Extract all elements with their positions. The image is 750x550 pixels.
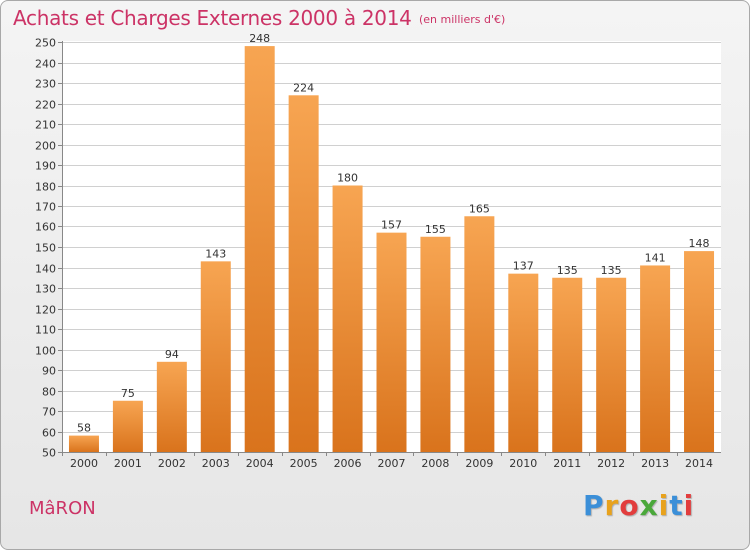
data-label: 143 xyxy=(205,247,226,260)
y-tick-label: 160 xyxy=(35,221,56,234)
x-tick-label: 2003 xyxy=(202,457,230,470)
bar xyxy=(508,273,539,452)
data-label: 224 xyxy=(293,81,314,94)
x-tick-label: 2013 xyxy=(641,457,669,470)
x-tick-label: 2008 xyxy=(421,457,449,470)
proxiti-logo[interactable]: Proxiti xyxy=(583,489,694,522)
bars: 58 75 94 143 248 224 180 157 155 165 137 135 135 141 1… xyxy=(68,32,715,453)
data-label: 157 xyxy=(381,219,402,232)
x-tick-label: 2004 xyxy=(246,457,274,470)
bar xyxy=(332,185,363,452)
x-tick-label: 2007 xyxy=(378,457,406,470)
data-label: 248 xyxy=(249,32,270,45)
x-tick-label: 2005 xyxy=(290,457,318,470)
y-tick-label: 130 xyxy=(35,283,56,296)
logo-letter: o xyxy=(619,489,640,522)
data-label: 141 xyxy=(645,251,666,264)
x-axis: 2000 2001 2002 2003 2004 2005 2006 2007 2008 2009… xyxy=(62,452,721,470)
y-tick-label: 210 xyxy=(35,119,56,132)
data-label: 135 xyxy=(601,264,622,277)
logo-letter: i xyxy=(683,489,695,522)
y-tick-label: 70 xyxy=(42,406,56,419)
data-label: 148 xyxy=(689,237,710,250)
chart-unit: (en milliers d'€) xyxy=(419,13,506,26)
x-tick-label: 2012 xyxy=(597,457,625,470)
x-tick-label: 2011 xyxy=(553,457,581,470)
bar xyxy=(244,46,275,452)
bar xyxy=(288,95,319,453)
bar xyxy=(68,435,99,452)
chart-title: Achats et Charges Externes 2000 à 2014 xyxy=(13,6,412,30)
x-tick-label: 2010 xyxy=(509,457,537,470)
y-tick-label: 190 xyxy=(35,160,56,173)
y-tick-label: 150 xyxy=(35,242,56,255)
y-tick-label: 90 xyxy=(42,365,56,378)
data-label: 180 xyxy=(337,172,358,185)
bar xyxy=(112,400,143,452)
y-tick-label: 230 xyxy=(35,78,56,91)
y-tick-label: 60 xyxy=(42,427,56,440)
x-tick-label: 2009 xyxy=(465,457,493,470)
logo-letter: x xyxy=(639,489,659,522)
x-tick-label: 2002 xyxy=(158,457,186,470)
bar xyxy=(376,232,407,452)
y-tick-label: 100 xyxy=(35,345,56,358)
bar xyxy=(156,361,187,452)
y-axis: 50 60 70 80 90 100 110 120 130 140 150 160 170 180 190… xyxy=(35,37,63,460)
y-tick-label: 120 xyxy=(35,304,56,317)
data-label: 75 xyxy=(121,387,135,400)
data-label: 58 xyxy=(77,422,91,435)
x-tick-label: 2006 xyxy=(334,457,362,470)
bar xyxy=(684,251,715,452)
logo-letter: r xyxy=(604,489,620,522)
data-label: 94 xyxy=(165,348,179,361)
x-tick-label: 2000 xyxy=(70,457,98,470)
data-label: 165 xyxy=(469,202,490,215)
bar xyxy=(552,277,583,452)
x-tick-label: 2014 xyxy=(685,457,713,470)
y-tick-label: 140 xyxy=(35,263,56,276)
data-label: 135 xyxy=(557,264,578,277)
y-tick-label: 180 xyxy=(35,181,56,194)
x-tick-label: 2001 xyxy=(114,457,142,470)
logo-letter: P xyxy=(583,489,605,522)
bar xyxy=(596,277,627,452)
logo-letter: t xyxy=(669,489,684,522)
logo-letter: i xyxy=(658,489,670,522)
y-tick-label: 110 xyxy=(35,324,56,337)
bar xyxy=(464,216,495,452)
y-tick-label: 250 xyxy=(35,37,56,50)
y-tick-label: 50 xyxy=(42,447,56,460)
y-tick-label: 240 xyxy=(35,58,56,71)
y-tick-label: 200 xyxy=(35,140,56,153)
bar xyxy=(420,236,451,452)
y-tick-label: 170 xyxy=(35,201,56,214)
commune-name: MâRON xyxy=(29,498,96,519)
y-tick-label: 80 xyxy=(42,386,56,399)
bar xyxy=(640,265,671,452)
data-label: 137 xyxy=(513,260,534,273)
bar xyxy=(200,261,231,452)
y-tick-label: 220 xyxy=(35,99,56,112)
data-label: 155 xyxy=(425,223,446,236)
